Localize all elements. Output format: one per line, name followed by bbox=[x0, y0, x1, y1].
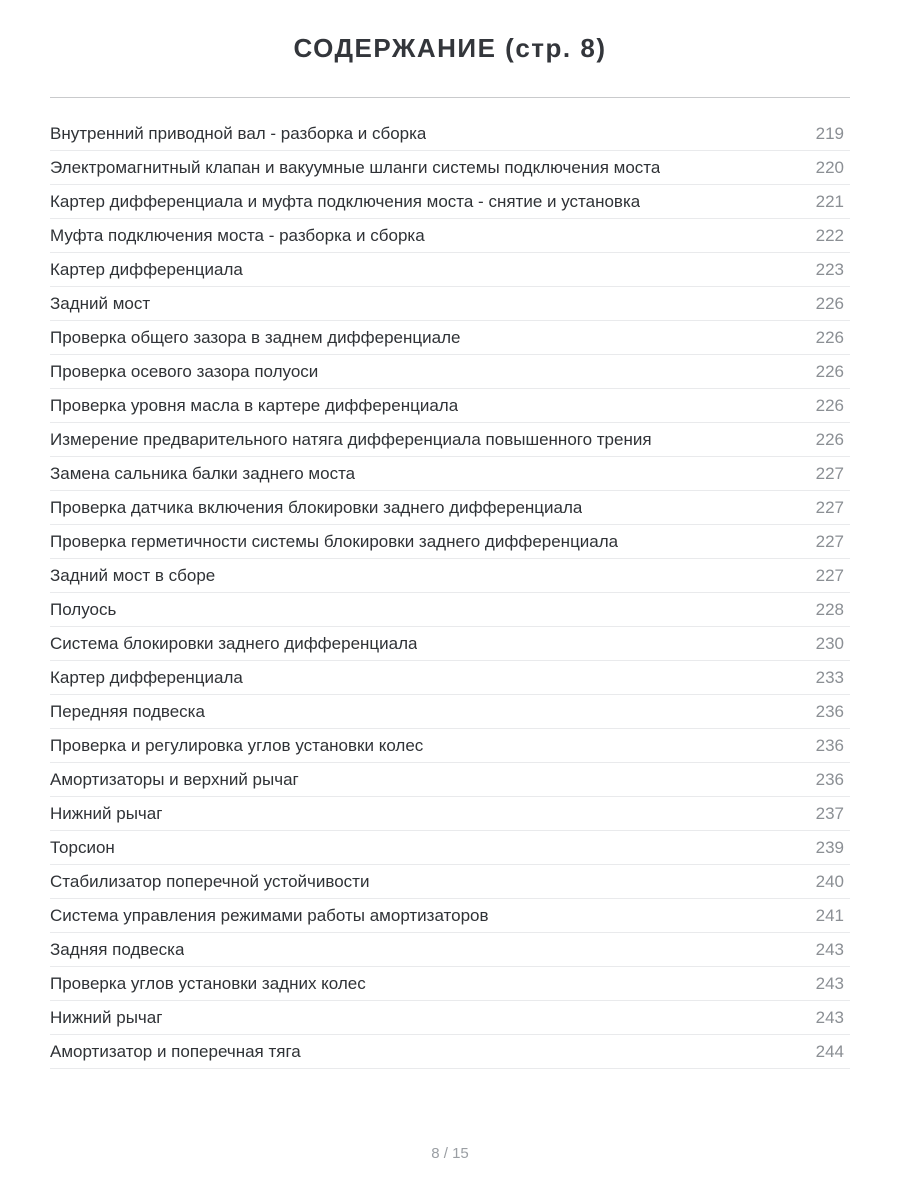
toc-row[interactable]: Нижний рычаг 243 bbox=[50, 1001, 850, 1035]
toc-row[interactable]: Замена сальника балки заднего моста 227 bbox=[50, 457, 850, 491]
toc-entry-page: 230 bbox=[815, 633, 844, 653]
toc-entry-page: 227 bbox=[815, 497, 844, 517]
toc-row[interactable]: Измерение предварительного натяга диффер… bbox=[50, 423, 850, 457]
page-title: СОДЕРЖАНИЕ (стр. 8) bbox=[293, 33, 607, 63]
toc-entry-label: Проверка уровня масла в картере дифферен… bbox=[50, 395, 459, 415]
toc-list: Внутренний приводной вал - разборка и сб… bbox=[50, 98, 850, 1069]
toc-entry-page: 244 bbox=[815, 1041, 844, 1061]
toc-row[interactable]: Электромагнитный клапан и вакуумные шлан… bbox=[50, 151, 850, 185]
toc-row[interactable]: Картер дифференциала 223 bbox=[50, 253, 850, 287]
toc-row[interactable]: Внутренний приводной вал - разборка и сб… bbox=[50, 117, 850, 151]
toc-entry-page: 221 bbox=[815, 191, 844, 211]
toc-row[interactable]: Задний мост в сборе 227 bbox=[50, 559, 850, 593]
toc-row[interactable]: Проверка уровня масла в картере дифферен… bbox=[50, 389, 850, 423]
toc-row[interactable]: Задний мост 226 bbox=[50, 287, 850, 321]
toc-entry-label: Электромагнитный клапан и вакуумные шлан… bbox=[50, 157, 661, 177]
toc-entry-label: Измерение предварительного натяга диффер… bbox=[50, 429, 652, 449]
toc-row[interactable]: Картер дифференциала 233 bbox=[50, 661, 850, 695]
toc-entry-label: Система блокировки заднего дифференциала bbox=[50, 633, 418, 653]
toc-entry-label: Проверка осевого зазора полуоси bbox=[50, 361, 319, 381]
toc-entry-page: 243 bbox=[815, 939, 844, 959]
toc-row[interactable]: Проверка углов установки задних колес 24… bbox=[50, 967, 850, 1001]
toc-row[interactable]: Проверка герметичности системы блокировк… bbox=[50, 525, 850, 559]
toc-row[interactable]: Полуось 228 bbox=[50, 593, 850, 627]
toc-entry-label: Амортизатор и поперечная тяга bbox=[50, 1041, 301, 1061]
toc-entry-page: 226 bbox=[815, 395, 844, 415]
toc-entry-page: 237 bbox=[815, 803, 844, 823]
toc-entry-label: Замена сальника балки заднего моста bbox=[50, 463, 356, 483]
toc-entry-page: 233 bbox=[815, 667, 844, 687]
toc-entry-label: Амортизаторы и верхний рычаг bbox=[50, 769, 299, 789]
toc-entry-label: Проверка и регулировка углов установки к… bbox=[50, 735, 424, 755]
toc-row[interactable]: Торсион 239 bbox=[50, 831, 850, 865]
toc-entry-page: 220 bbox=[815, 157, 844, 177]
toc-row[interactable]: Система блокировки заднего дифференциала… bbox=[50, 627, 850, 661]
toc-entry-label: Система управления режимами работы аморт… bbox=[50, 905, 489, 925]
toc-entry-label: Передняя подвеска bbox=[50, 701, 205, 721]
toc-entry-label: Муфта подключения моста - разборка и сбо… bbox=[50, 225, 425, 245]
toc-entry-label: Задний мост bbox=[50, 293, 151, 313]
toc-entry-label: Нижний рычаг bbox=[50, 803, 163, 823]
toc-row[interactable]: Проверка датчика включения блокировки за… bbox=[50, 491, 850, 525]
toc-entry-page: 240 bbox=[815, 871, 844, 891]
toc-entry-page: 228 bbox=[815, 599, 844, 619]
toc-row[interactable]: Амортизатор и поперечная тяга 244 bbox=[50, 1035, 850, 1069]
toc-entry-page: 227 bbox=[815, 565, 844, 585]
toc-row[interactable]: Амортизаторы и верхний рычаг 236 bbox=[50, 763, 850, 797]
toc-entry-page: 243 bbox=[815, 1007, 844, 1027]
toc-row[interactable]: Муфта подключения моста - разборка и сбо… bbox=[50, 219, 850, 253]
toc-entry-label: Торсион bbox=[50, 837, 115, 857]
toc-entry-label: Картер дифференциала и муфта подключения… bbox=[50, 191, 641, 211]
toc-entry-page: 226 bbox=[815, 327, 844, 347]
toc-entry-page: 222 bbox=[815, 225, 844, 245]
toc-entry-page: 236 bbox=[815, 735, 844, 755]
toc-row[interactable]: Проверка осевого зазора полуоси 226 bbox=[50, 355, 850, 389]
toc-entry-label: Картер дифференциала bbox=[50, 259, 243, 279]
toc-row[interactable]: Проверка и регулировка углов установки к… bbox=[50, 729, 850, 763]
toc-row[interactable]: Проверка общего зазора в заднем дифферен… bbox=[50, 321, 850, 355]
toc-entry-page: 241 bbox=[815, 905, 844, 925]
toc-entry-label: Проверка углов установки задних колес bbox=[50, 973, 366, 993]
toc-entry-label: Нижний рычаг bbox=[50, 1007, 163, 1027]
toc-row[interactable]: Передняя подвеска 236 bbox=[50, 695, 850, 729]
toc-entry-page: 236 bbox=[815, 769, 844, 789]
toc-row[interactable]: Система управления режимами работы аморт… bbox=[50, 899, 850, 933]
toc-entry-page: 226 bbox=[815, 361, 844, 381]
page-indicator: 8 / 15 bbox=[431, 1145, 469, 1162]
toc-entry-page: 219 bbox=[815, 123, 844, 143]
toc-entry-page: 243 bbox=[815, 973, 844, 993]
toc-entry-label: Задний мост в сборе bbox=[50, 565, 216, 585]
toc-entry-label: Проверка общего зазора в заднем дифферен… bbox=[50, 327, 461, 347]
toc-entry-page: 227 bbox=[815, 463, 844, 483]
toc-row[interactable]: Нижний рычаг 237 bbox=[50, 797, 850, 831]
toc-row[interactable]: Задняя подвеска 243 bbox=[50, 933, 850, 967]
toc-entry-label: Проверка герметичности системы блокировк… bbox=[50, 531, 619, 551]
toc-entry-page: 239 bbox=[815, 837, 844, 857]
toc-entry-page: 227 bbox=[815, 531, 844, 551]
toc-entry-label: Проверка датчика включения блокировки за… bbox=[50, 497, 583, 517]
title-divider bbox=[50, 97, 850, 98]
toc-entry-page: 226 bbox=[815, 429, 844, 449]
toc-entry-label: Картер дифференциала bbox=[50, 667, 243, 687]
toc-entry-label: Полуось bbox=[50, 599, 117, 619]
toc-entry-page: 236 bbox=[815, 701, 844, 721]
toc-entry-label: Внутренний приводной вал - разборка и сб… bbox=[50, 123, 427, 143]
toc-entry-label: Задняя подвеска bbox=[50, 939, 185, 959]
toc-entry-page: 226 bbox=[815, 293, 844, 313]
toc-entry-label: Стабилизатор поперечной устойчивости bbox=[50, 871, 370, 891]
toc-row[interactable]: Картер дифференциала и муфта подключения… bbox=[50, 185, 850, 219]
toc-entry-page: 223 bbox=[815, 259, 844, 279]
toc-row[interactable]: Стабилизатор поперечной устойчивости 240 bbox=[50, 865, 850, 899]
